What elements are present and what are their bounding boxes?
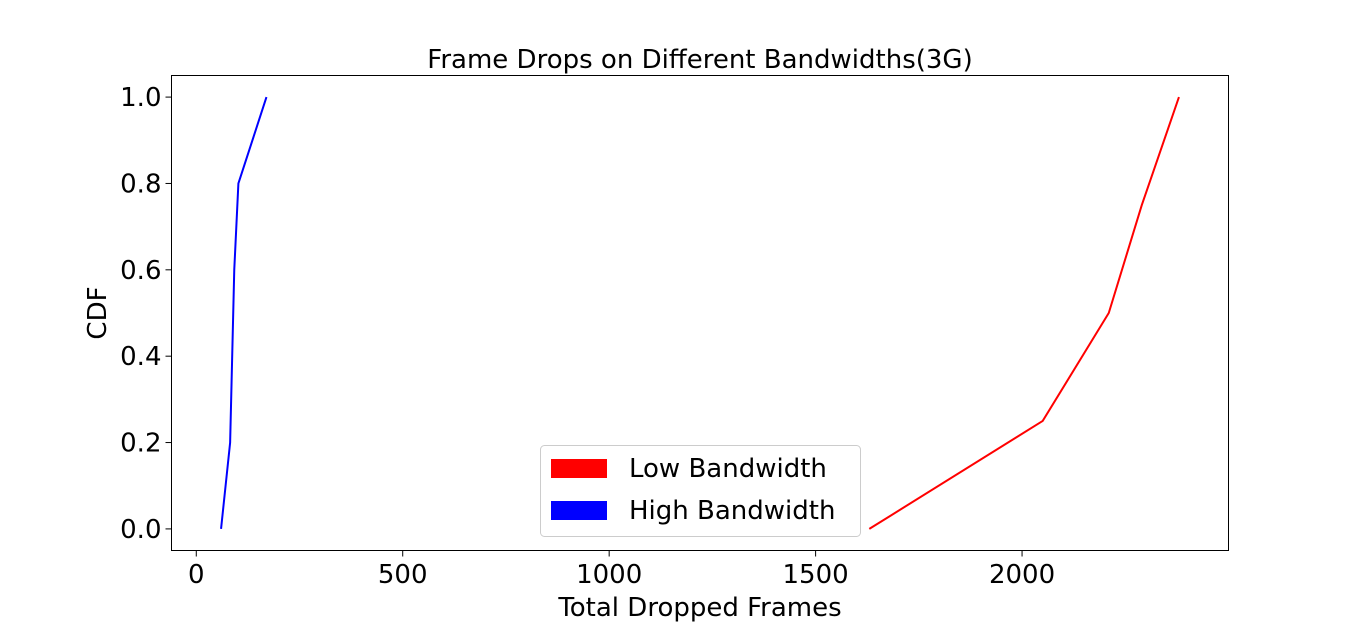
legend-swatch-high-bandwidth [551, 501, 607, 520]
x-axis-label: Total Dropped Frames [557, 593, 841, 623]
x-tick-label: 2000 [989, 560, 1055, 590]
y-tick-label: 0.0 [120, 515, 161, 545]
series-lines [220, 96, 1180, 530]
x-axis-ticks: 0 500 1000 1500 2000 [188, 550, 1055, 590]
series-line-low-bandwidth [868, 96, 1180, 530]
series-line-high-bandwidth [220, 96, 268, 530]
legend-label-high-bandwidth: High Bandwidth [629, 496, 835, 526]
y-axis-ticks: 0.0 0.2 0.4 0.6 0.8 1.0 [120, 83, 172, 545]
legend-swatch-low-bandwidth [551, 459, 607, 478]
x-tick-label: 500 [378, 560, 428, 590]
legend-label-low-bandwidth: Low Bandwidth [629, 454, 827, 484]
x-tick-label: 1000 [576, 560, 642, 590]
chart-title: Frame Drops on Different Bandwidths(3G) [427, 45, 972, 75]
y-axis-label: CDF [83, 286, 113, 339]
legend: Low Bandwidth High Bandwidth [540, 445, 861, 537]
x-tick-label: 1500 [783, 560, 849, 590]
plot-area-frame [171, 75, 1229, 551]
x-tick-label: 0 [188, 560, 205, 590]
y-tick-label: 0.6 [120, 256, 161, 286]
y-tick-label: 0.8 [120, 169, 161, 199]
legend-box [540, 445, 861, 537]
y-tick-label: 0.4 [120, 342, 161, 372]
y-tick-label: 0.2 [120, 429, 161, 459]
y-tick-label: 1.0 [120, 83, 161, 113]
